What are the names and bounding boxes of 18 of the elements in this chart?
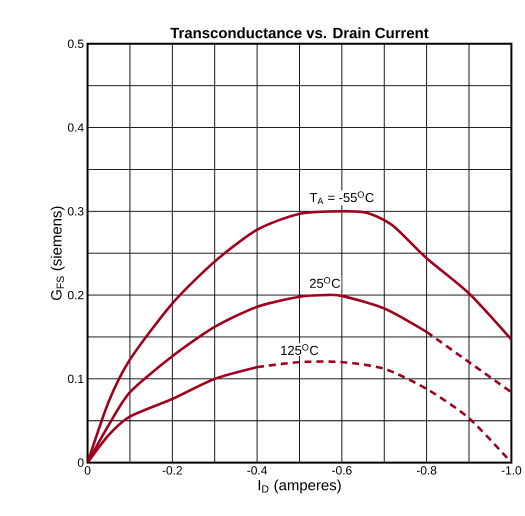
y-tick-label: 0.3	[68, 206, 84, 216]
x-tick-label: -0.4	[247, 466, 268, 474]
y-tick-label: 0.2	[68, 290, 84, 300]
x-tick-label: -1.0	[502, 466, 522, 474]
x-tick-label: -0.2	[162, 466, 182, 474]
annotation: 125$^{O}$C	[281, 344, 318, 355]
x-tick-label: 0	[84, 466, 90, 474]
y-tick-label: 0.1	[68, 374, 84, 383]
annotation: T$_{A}$ = -55$^{O}$C	[310, 191, 374, 204]
y-tick-label: 0.5	[68, 39, 84, 48]
x-axis-title: I$_{D}$ (amperes)	[258, 479, 341, 494]
y-axis-title: G$_{FS}$ (siemens)	[50, 206, 65, 300]
x-tick-label: -0.6	[332, 466, 352, 474]
y-tick-label: 0.4	[68, 123, 84, 132]
chart-title: Transconductance vs. Drain Current	[170, 27, 429, 38]
x-tick-label: -0.8	[416, 466, 436, 474]
y-tick-label: 0	[78, 458, 84, 467]
annotation: 25$^{O}$C	[310, 276, 340, 288]
